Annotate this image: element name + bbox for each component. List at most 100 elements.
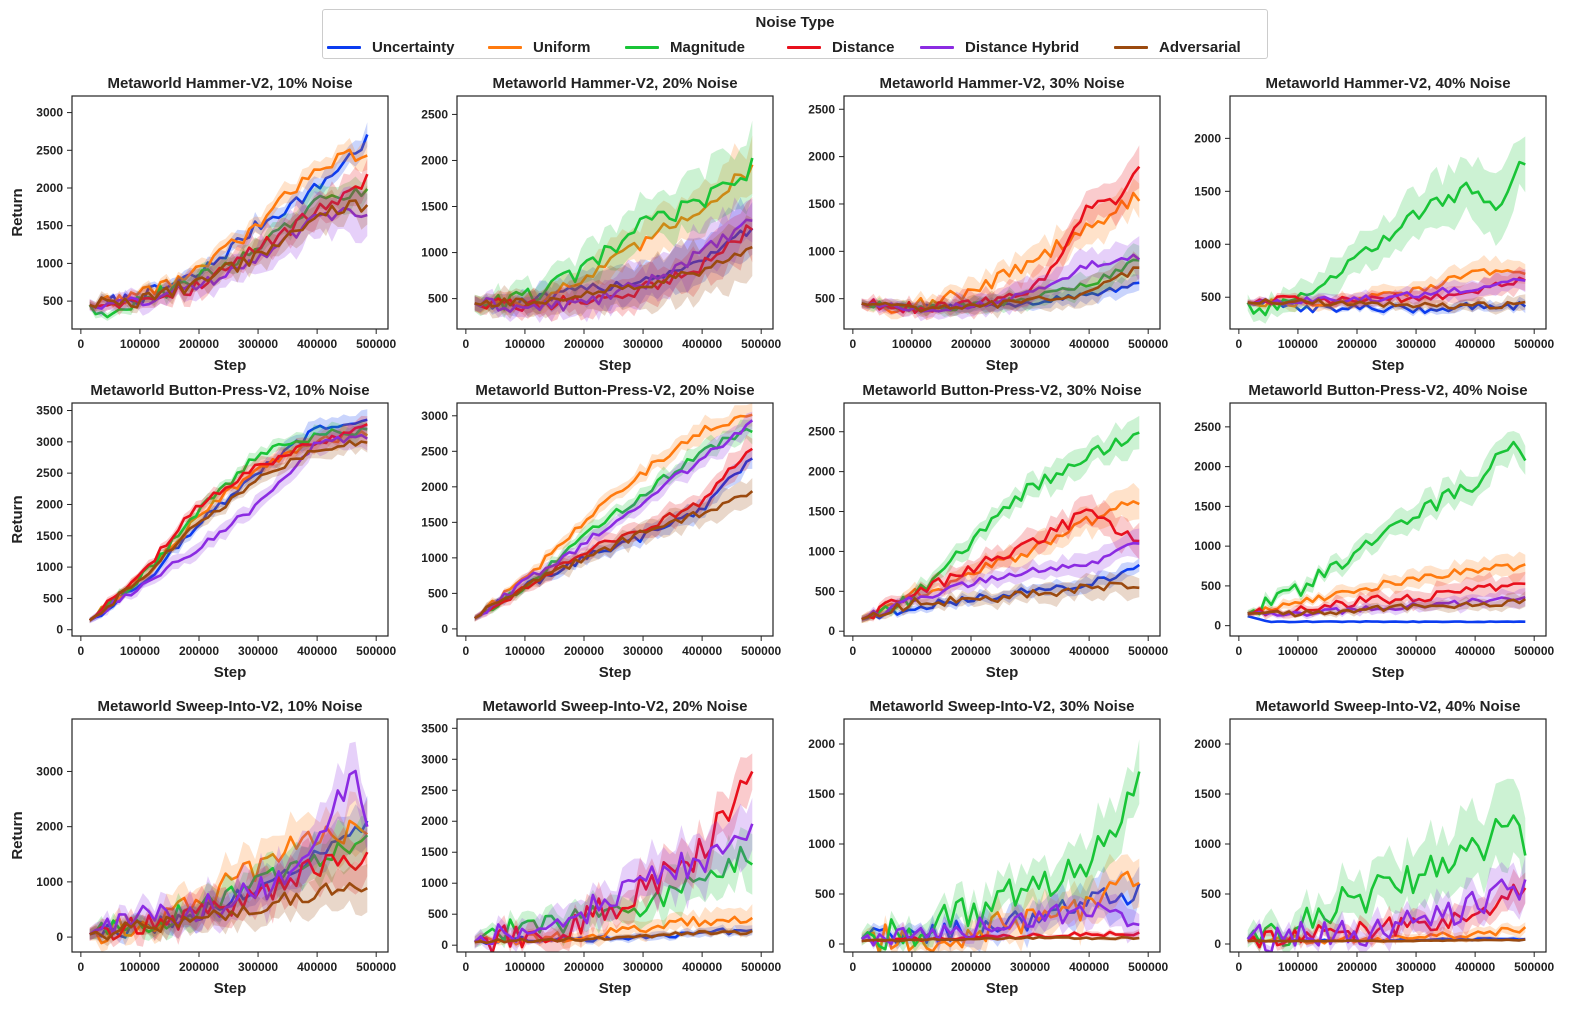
x-tick-label: 300000 bbox=[1396, 644, 1436, 658]
line-adversarial bbox=[474, 929, 753, 945]
plot-frame bbox=[1229, 95, 1547, 330]
plot-frame bbox=[71, 402, 389, 637]
y-tick-label: 0 bbox=[828, 624, 835, 638]
x-tick-label: 200000 bbox=[179, 644, 219, 658]
y-tick-label: 500 bbox=[43, 591, 63, 605]
y-tick-label: 2000 bbox=[1194, 131, 1221, 145]
plot-area bbox=[88, 409, 369, 624]
band-magnitude bbox=[474, 120, 753, 319]
x-axis-label: Step bbox=[1372, 980, 1405, 997]
x-tick-label: 100000 bbox=[892, 337, 932, 351]
legend-line-uncertainty bbox=[327, 45, 361, 49]
x-tick-label: 300000 bbox=[623, 960, 663, 974]
x-tick-label: 400000 bbox=[297, 644, 337, 658]
y-tick-label: 2000 bbox=[808, 150, 835, 164]
x-tick-label: 400000 bbox=[682, 644, 722, 658]
line-uniform bbox=[861, 500, 1140, 621]
band-uniform bbox=[89, 138, 368, 311]
x-tick-label: 200000 bbox=[564, 960, 604, 974]
x-tick-label: 500000 bbox=[1514, 960, 1554, 974]
legend-item-magnitude: Magnitude bbox=[625, 38, 745, 56]
x-axis-label: Step bbox=[214, 980, 247, 997]
x-axis-label: Step bbox=[986, 357, 1019, 374]
x-tick-label: 200000 bbox=[951, 960, 991, 974]
x-tick-label: 100000 bbox=[120, 960, 160, 974]
plot-area bbox=[1247, 431, 1527, 624]
chart-title: Metaworld Button-Press-V2, 30% Noise bbox=[862, 382, 1141, 399]
plot-frame bbox=[456, 402, 774, 637]
band-magnitude bbox=[1247, 136, 1526, 324]
y-tick-label: 1500 bbox=[1194, 787, 1221, 801]
x-tick-label: 400000 bbox=[1455, 960, 1495, 974]
line-distance-hybrid bbox=[861, 253, 1141, 313]
x-tick-label: 0 bbox=[463, 337, 470, 351]
y-tick-label: 0 bbox=[1214, 619, 1221, 633]
y-tick-label: 500 bbox=[43, 294, 63, 308]
line-adversarial bbox=[1247, 298, 1526, 310]
chart-metaworld-button-press-v2-20-noise: Metaworld Button-Press-V2, 20% Noise 0 500… bbox=[421, 382, 781, 681]
chart-metaworld-sweep-into-v2-30-noise: Metaworld Sweep-Into-V2, 30% Noise 0 500 10… bbox=[808, 698, 1168, 997]
band-distance bbox=[89, 825, 368, 948]
x-tick-label: 100000 bbox=[892, 644, 932, 658]
y-tick-label: 2000 bbox=[421, 153, 448, 167]
legend-label-magnitude: Magnitude bbox=[670, 38, 745, 56]
x-tick-label: 500000 bbox=[741, 960, 781, 974]
y-tick-label: 1000 bbox=[1194, 837, 1221, 851]
chart-title: Metaworld Button-Press-V2, 20% Noise bbox=[475, 382, 754, 399]
band-distance-hybrid bbox=[861, 888, 1140, 950]
x-tick-label: 100000 bbox=[1278, 960, 1318, 974]
band-distance-hybrid bbox=[474, 797, 753, 952]
chart-title: Metaworld Sweep-Into-V2, 40% Noise bbox=[1255, 698, 1520, 715]
x-tick-label: 0 bbox=[850, 644, 857, 658]
line-uncertainty bbox=[89, 418, 368, 622]
line-distance-hybrid bbox=[861, 901, 1140, 947]
plot-area bbox=[473, 753, 754, 952]
x-tick-label: 200000 bbox=[564, 644, 604, 658]
y-tick-label: 1500 bbox=[421, 515, 448, 529]
x-tick-label: 0 bbox=[463, 960, 470, 974]
plot-area bbox=[1246, 136, 1527, 324]
x-tick-label: 400000 bbox=[1069, 644, 1109, 658]
band-adversarial bbox=[861, 251, 1140, 319]
band-adversarial bbox=[474, 215, 753, 319]
plot-frame bbox=[456, 95, 774, 330]
x-tick-label: 200000 bbox=[1337, 960, 1377, 974]
y-tick-label: 2000 bbox=[36, 820, 63, 834]
y-tick-label: 2500 bbox=[421, 107, 448, 121]
y-tick-label: 500 bbox=[815, 584, 835, 598]
legend-line-magnitude bbox=[625, 45, 659, 49]
y-tick-label: 0 bbox=[56, 623, 63, 637]
y-tick-label: 2000 bbox=[36, 497, 63, 511]
x-tick-label: 200000 bbox=[1337, 337, 1377, 351]
y-tick-label: 2000 bbox=[1194, 460, 1221, 474]
y-tick-label: 500 bbox=[428, 907, 448, 921]
x-axis-label: Step bbox=[214, 664, 247, 681]
x-tick-label: 500000 bbox=[356, 337, 396, 351]
band-uncertainty bbox=[474, 197, 753, 317]
y-tick-label: 1500 bbox=[808, 505, 835, 519]
x-tick-label: 500000 bbox=[741, 337, 781, 351]
chart-metaworld-sweep-into-v2-20-noise: Metaworld Sweep-Into-V2, 20% Noise 0 500 10… bbox=[421, 698, 781, 997]
y-tick-label: 3000 bbox=[421, 409, 448, 423]
x-tick-label: 100000 bbox=[1278, 337, 1318, 351]
band-distance-hybrid bbox=[474, 197, 753, 323]
x-tick-label: 400000 bbox=[682, 960, 722, 974]
legend: Noise Type Uncertainty Uniform Magnitude… bbox=[322, 9, 1268, 59]
x-axis-label: Step bbox=[986, 664, 1019, 681]
band-distance-hybrid bbox=[1247, 856, 1526, 952]
band-magnitude bbox=[1247, 778, 1526, 952]
x-axis-label: Step bbox=[1372, 664, 1405, 681]
line-uncertainty bbox=[89, 134, 369, 309]
band-magnitude bbox=[861, 243, 1140, 318]
y-tick-label: 1000 bbox=[36, 560, 63, 574]
x-tick-label: 500000 bbox=[1128, 337, 1168, 351]
x-tick-label: 100000 bbox=[120, 644, 160, 658]
y-tick-label: 1500 bbox=[808, 787, 835, 801]
x-tick-label: 100000 bbox=[892, 960, 932, 974]
x-tick-label: 0 bbox=[850, 960, 857, 974]
x-tick-label: 400000 bbox=[297, 337, 337, 351]
y-tick-label: 3000 bbox=[36, 106, 63, 120]
line-magnitude bbox=[474, 157, 754, 311]
line-distance-hybrid bbox=[88, 769, 369, 936]
line-adversarial bbox=[474, 245, 753, 308]
